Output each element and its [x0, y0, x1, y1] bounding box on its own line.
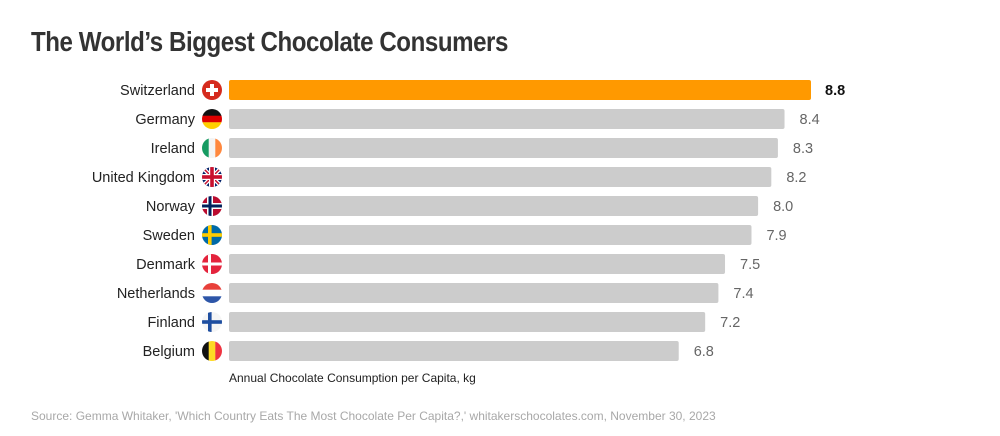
germany-flag-icon [202, 109, 222, 129]
category-label: Belgium [143, 344, 195, 360]
category-label: Germany [135, 112, 195, 128]
category-label: Norway [146, 199, 196, 215]
category-label: United Kingdom [92, 170, 195, 186]
source-note: Source: Gemma Whitaker, 'Which Country E… [31, 409, 716, 423]
bar-row: Netherlands 7.4 [117, 283, 754, 303]
category-label: Switzerland [120, 83, 195, 99]
bar-row: Finland 7.2 [147, 312, 740, 332]
denmark-flag-icon [202, 254, 222, 274]
value-label: 7.5 [740, 257, 760, 273]
bar-row: United Kingdom 8.2 [92, 167, 806, 187]
category-label: Sweden [143, 228, 195, 244]
x-axis-label: Annual Chocolate Consumption per Capita,… [229, 371, 476, 385]
value-label: 8.2 [786, 170, 806, 186]
category-label: Denmark [136, 257, 196, 273]
bar [229, 138, 778, 158]
value-label: 8.4 [800, 112, 820, 128]
chart-title: The World’s Biggest Chocolate Consumers [31, 26, 508, 57]
value-label: 7.4 [733, 286, 753, 302]
netherlands-flag-icon [202, 283, 222, 303]
bar-row: Norway 8.0 [146, 196, 793, 216]
norway-flag-icon [202, 196, 222, 216]
bar [229, 225, 752, 245]
bar-row: Denmark 7.5 [136, 254, 760, 274]
bar [229, 196, 759, 216]
bar [229, 109, 785, 129]
value-label: 7.2 [720, 315, 740, 331]
bar [229, 312, 706, 332]
bar [229, 80, 811, 100]
bar [229, 283, 719, 303]
value-label: 8.0 [773, 199, 793, 215]
sweden-flag-icon [202, 225, 222, 245]
value-label: 7.9 [766, 228, 786, 244]
bar [229, 167, 772, 187]
value-label: 6.8 [694, 344, 714, 360]
value-label: 8.3 [793, 141, 813, 157]
bar [229, 254, 726, 274]
finland-flag-icon [202, 312, 222, 332]
bar-row: Germany 8.4 [135, 109, 820, 129]
category-label: Ireland [151, 141, 195, 157]
category-label: Netherlands [117, 286, 195, 302]
bar-row: Sweden 7.9 [143, 225, 787, 245]
bar-row: Ireland 8.3 [151, 138, 813, 158]
bar [229, 341, 679, 361]
bar-row: Switzerland 8.8 [120, 80, 845, 100]
united-kingdom-flag-icon [202, 167, 222, 187]
category-label: Finland [147, 315, 195, 331]
belgium-flag-icon [202, 341, 222, 361]
switzerland-flag-icon [202, 80, 222, 100]
bar-row: Belgium 6.8 [143, 341, 714, 361]
value-label: 8.8 [825, 83, 845, 99]
ireland-flag-icon [202, 138, 222, 158]
